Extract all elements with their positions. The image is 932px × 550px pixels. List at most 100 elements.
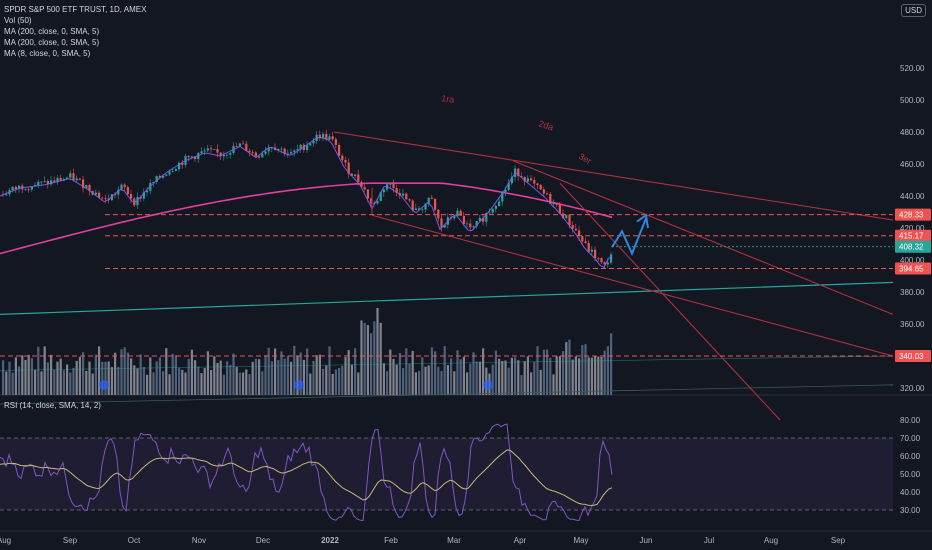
x-tick-label: Jul [704,536,714,545]
rsi-tick-label: 60.00 [900,452,921,461]
volume-bar [402,368,405,395]
rsi-tick-label: 50.00 [900,470,921,479]
y-tick-label: 380.00 [900,288,925,297]
volume-bar [533,362,536,395]
volume-bar [584,344,587,395]
volume-ma-line [0,355,894,371]
trendline-3er [559,182,781,421]
candle-body [296,149,299,151]
volume-bar [296,355,299,395]
candle-body [558,204,561,214]
volume-bar [424,366,427,395]
volume-bar [309,373,312,395]
price-badge-label: 415.17 [899,232,924,241]
candle-body [37,181,40,186]
candle-body [542,189,545,194]
volume-bar [219,360,222,395]
volume-bar [328,346,331,395]
candle-body [82,179,85,189]
volume-bar [194,360,197,395]
volume-bar [373,321,376,395]
projection-path [611,218,647,257]
candle-body [568,215,571,226]
candle-body [478,217,481,222]
candle-body [206,148,209,151]
volume-bar [178,368,181,395]
volume-bar [104,361,107,395]
candle-body [510,177,513,184]
volume-bar [453,371,456,395]
candle-body [552,203,555,205]
candle-body [581,236,584,242]
rsi-band [0,438,893,510]
candle-body [402,193,405,196]
volume-bar [117,366,120,395]
volume-bar [549,357,552,395]
volume-bar [293,345,296,395]
volume-bar [274,348,277,395]
dividend-marker [483,380,493,390]
volume-bar [600,356,603,395]
candle-body [517,168,520,177]
candle-body [53,180,56,183]
volume-bar [350,364,353,395]
x-tick-label: Nov [192,536,206,545]
candle-body [219,152,222,157]
volume-bar [523,361,526,395]
volume-bar [574,356,577,395]
volume-bar [450,358,453,395]
candle-body [136,197,139,206]
candle-body [85,185,88,189]
candle-body [290,152,293,154]
volume-bar [82,352,85,395]
candle-body [120,184,123,190]
volume-bar [174,355,177,395]
volume-bar [360,320,363,395]
candle-body [152,181,155,183]
rsi-tick-label: 80.00 [900,416,921,425]
volume-bar [379,322,382,395]
candle-body [491,208,494,213]
candle-body [443,224,446,228]
candle-body [565,215,568,219]
candle-body [587,242,590,252]
candle-body [5,194,8,196]
volume-bar [530,372,533,395]
candle-body [264,151,267,154]
candle-body [498,201,501,207]
currency-badge[interactable]: USD [901,4,926,17]
candle-body [363,187,366,190]
dividend-marker [99,380,109,390]
candle-body [235,145,238,147]
volume-bar [66,364,69,395]
volume-bar [158,357,161,395]
volume-bar [245,369,248,395]
candle-body [610,254,613,263]
candle-body [11,186,14,191]
volume-bar [338,368,341,395]
candle-body [18,185,21,190]
y-tick-label: 320.00 [900,384,925,393]
volume-bar [98,346,101,395]
volume-bar [216,362,219,395]
volume-bar [446,364,449,395]
candle-body [338,145,341,156]
y-tick-label: 420.00 [900,224,925,233]
volume-bar [466,372,469,395]
candle-body [66,177,69,180]
rsi-tick-label: 30.00 [900,506,921,515]
volume-bar [107,361,110,395]
volume-bar [267,347,270,395]
volume-bar [478,361,481,395]
volume-bar [181,369,184,395]
volume-bar [200,373,203,395]
candle-body [229,152,232,155]
volume-bar [37,346,40,395]
rsi-title: RSI (14, close, SMA, 14, 2) [4,401,101,410]
volume-bar [248,374,251,395]
candle-body [126,187,129,195]
volume-bar [344,357,347,395]
candle-body [514,168,517,178]
candle-body [360,181,363,188]
